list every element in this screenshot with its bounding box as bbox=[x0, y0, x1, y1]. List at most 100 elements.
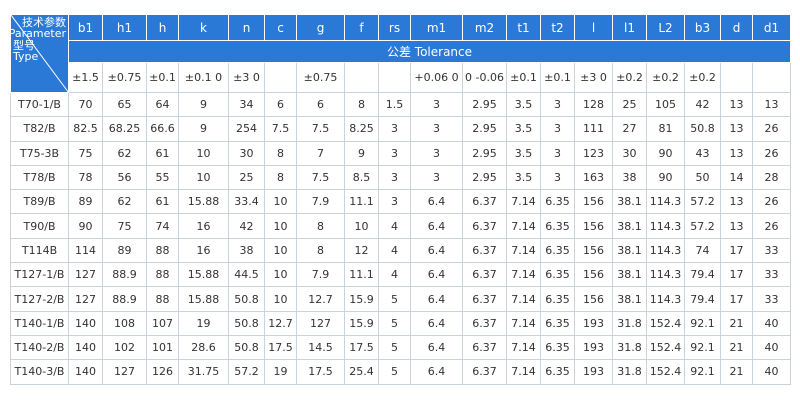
value-cell: 10 bbox=[178, 164, 229, 191]
value-cell: 193 bbox=[574, 334, 613, 361]
model-cell: T89/B bbox=[10, 189, 69, 215]
value-cell: 3 bbox=[410, 164, 463, 191]
data-row: T75-3B 75 62 61 10 30 8 7 9 3 3 2.95 3.5 3 123 30 90 43 13… bbox=[10, 140, 791, 166]
value-cell: 10 bbox=[178, 140, 229, 166]
value-cell: 7.5 bbox=[264, 116, 297, 142]
value-cell: 7.14 bbox=[506, 262, 541, 288]
column-header: n bbox=[228, 14, 265, 41]
value-cell: 8.25 bbox=[344, 116, 379, 142]
value-cell: 6.37 bbox=[462, 262, 507, 288]
tolerance-cell: +0.06 0 bbox=[410, 62, 463, 93]
value-cell: 16 bbox=[178, 237, 229, 264]
value-cell: 140 bbox=[68, 334, 103, 361]
value-cell: 3.5 bbox=[506, 116, 541, 142]
value-cell: 88 bbox=[146, 262, 179, 288]
value-cell: 61 bbox=[146, 140, 179, 166]
value-cell: 6.4 bbox=[410, 286, 463, 312]
value-cell: 88.9 bbox=[102, 262, 147, 288]
value-cell: 127 bbox=[296, 310, 345, 336]
value-cell: 7.14 bbox=[506, 237, 541, 264]
value-cell: 15.88 bbox=[178, 189, 229, 215]
value-cell: 10 bbox=[264, 189, 297, 215]
value-cell: 8 bbox=[344, 91, 379, 118]
value-cell: 25 bbox=[612, 91, 647, 118]
value-cell: 57.2 bbox=[684, 213, 721, 239]
data-row: T89/B 89 62 61 15.88 33.4 10 7.9 11.1 3 6.4 6.37 7.1… bbox=[10, 189, 791, 215]
value-cell: 6.35 bbox=[540, 310, 575, 336]
value-cell: 38.1 bbox=[612, 189, 647, 215]
value-cell: 108 bbox=[102, 310, 147, 336]
value-cell: 21 bbox=[720, 359, 753, 385]
value-cell: 13 bbox=[720, 189, 753, 215]
value-cell: 3 bbox=[540, 91, 575, 118]
value-cell: 42 bbox=[684, 91, 721, 118]
table-wrap: 技术参数 Parameter 型号 Type b1 h1 h k n c g f rs m1 m2 t1 t… bbox=[10, 14, 791, 385]
value-cell: 5 bbox=[378, 310, 411, 336]
value-cell: 6.4 bbox=[410, 237, 463, 264]
tolerance-cell: ±3 0 bbox=[574, 62, 613, 93]
value-cell: 6.37 bbox=[462, 237, 507, 264]
model-cell: T82/B bbox=[10, 116, 69, 142]
value-cell: 2.95 bbox=[462, 140, 507, 166]
corner-diagonal bbox=[11, 15, 68, 92]
value-cell: 7.5 bbox=[296, 164, 345, 191]
value-cell: 43 bbox=[684, 140, 721, 166]
value-cell: 102 bbox=[102, 334, 147, 361]
value-cell: 152.4 bbox=[646, 334, 685, 361]
value-cell: 127 bbox=[102, 359, 147, 385]
value-cell: 9 bbox=[178, 116, 229, 142]
tolerance-cell: ±1.5 bbox=[68, 62, 103, 93]
value-cell: 89 bbox=[68, 189, 103, 215]
value-cell: 3 bbox=[540, 116, 575, 142]
value-cell: 50.8 bbox=[684, 116, 721, 142]
column-header: m1 bbox=[410, 14, 463, 41]
column-header: L2 bbox=[646, 14, 685, 41]
tolerance-cell bbox=[752, 62, 791, 93]
value-cell: 6.35 bbox=[540, 286, 575, 312]
value-cell: 6.35 bbox=[540, 359, 575, 385]
value-cell: 13 bbox=[720, 213, 753, 239]
tolerance-cell bbox=[720, 62, 753, 93]
value-cell: 17 bbox=[720, 286, 753, 312]
data-row: T90/B 90 75 74 16 42 10 8 10 4 6.4 6.37 7.14 6.35 156 3… bbox=[10, 213, 791, 239]
value-cell: 79.4 bbox=[684, 262, 721, 288]
value-cell: 140 bbox=[68, 359, 103, 385]
corner-top: 技术参数 Parameter bbox=[12, 17, 67, 39]
value-cell: 4 bbox=[378, 213, 411, 239]
value-cell: 3.5 bbox=[506, 91, 541, 118]
column-header: l bbox=[574, 14, 613, 41]
value-cell: 4 bbox=[378, 237, 411, 264]
value-cell: 89 bbox=[102, 237, 147, 264]
value-cell: 14.5 bbox=[296, 334, 345, 361]
header-row: 技术参数 Parameter 型号 Type b1 h1 h k n c g f rs m1 m2 t1 t… bbox=[10, 14, 791, 93]
value-cell: 3 bbox=[378, 116, 411, 142]
value-cell: 25.4 bbox=[344, 359, 379, 385]
value-cell: 38.1 bbox=[612, 213, 647, 239]
value-cell: 6.35 bbox=[540, 213, 575, 239]
column-header: b1 bbox=[68, 14, 103, 41]
data-row: T127-1/B 127 88.9 88 15.88 44.5 10 7.9 11.1 4 6.4 6… bbox=[10, 262, 791, 288]
column-header: k bbox=[178, 14, 229, 41]
value-cell: 75 bbox=[102, 213, 147, 239]
value-cell: 88.9 bbox=[102, 286, 147, 312]
value-cell: 15.88 bbox=[178, 286, 229, 312]
value-cell: 4 bbox=[378, 262, 411, 288]
value-cell: 114 bbox=[68, 237, 103, 264]
column-header: t1 bbox=[506, 14, 541, 41]
column-header: h1 bbox=[102, 14, 147, 41]
value-cell: 7 bbox=[296, 140, 345, 166]
value-cell: 21 bbox=[720, 310, 753, 336]
tolerance-title: 公差 Tolerance bbox=[68, 40, 791, 63]
corner-bottom: 型号 Type bbox=[13, 40, 38, 62]
value-cell: 6.35 bbox=[540, 262, 575, 288]
value-cell: 156 bbox=[574, 213, 613, 239]
value-cell: 92.1 bbox=[684, 310, 721, 336]
value-cell: 88 bbox=[146, 237, 179, 264]
value-cell: 50.8 bbox=[228, 286, 265, 312]
value-cell: 127 bbox=[68, 286, 103, 312]
model-cell: T127-1/B bbox=[10, 262, 69, 288]
value-cell: 13 bbox=[720, 140, 753, 166]
value-cell: 7.14 bbox=[506, 334, 541, 361]
value-cell: 33 bbox=[752, 237, 791, 264]
value-cell: 38 bbox=[612, 164, 647, 191]
